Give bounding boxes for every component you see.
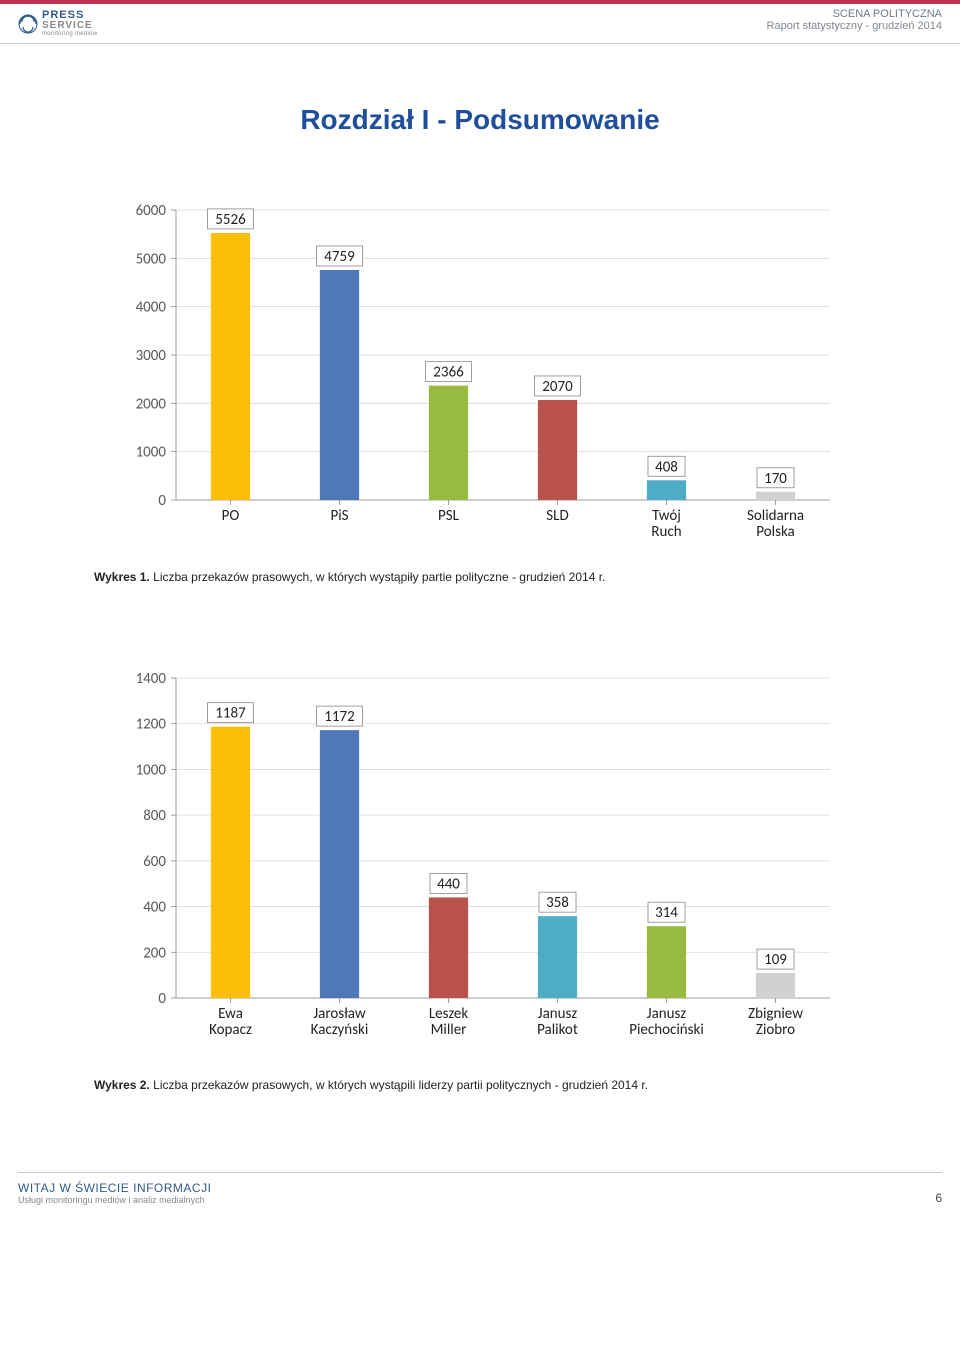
svg-text:PSL: PSL (438, 507, 460, 525)
page-number: 6 (935, 1191, 942, 1205)
svg-text:200: 200 (143, 944, 166, 962)
logo: PRESS SERVICE monitoring mediów (18, 10, 97, 37)
svg-text:408: 408 (655, 458, 678, 476)
svg-text:1000: 1000 (136, 444, 167, 462)
svg-text:600: 600 (143, 853, 166, 871)
caption-2-prefix: Wykres 2. (94, 1078, 150, 1092)
svg-text:1200: 1200 (136, 716, 167, 734)
logo-icon (18, 14, 38, 34)
page-footer: WITAJ W ŚWIECIE INFORMACJI Usługi monito… (18, 1172, 942, 1223)
svg-text:Palikot: Palikot (537, 1021, 578, 1039)
logo-text-2: SERVICE (42, 21, 97, 31)
caption-1-text: Liczba przekazów prasowych, w których wy… (150, 570, 606, 584)
footer-left: WITAJ W ŚWIECIE INFORMACJI Usługi monito… (18, 1181, 211, 1205)
svg-text:PO: PO (222, 507, 240, 525)
chart-1-svg: 0 1000 2000 3000 4000 5000 6000 5526 PO 4759 PiS 23… (120, 186, 840, 546)
page-title: Rozdział I - Podsumowanie (0, 104, 960, 136)
logo-text-3: monitoring mediów (42, 31, 97, 37)
svg-text:0: 0 (158, 990, 166, 1008)
svg-text:4759: 4759 (324, 248, 355, 266)
caption-1: Wykres 1. Liczba przekazów prasowych, w … (94, 570, 960, 584)
chart-1: 0 1000 2000 3000 4000 5000 6000 5526 PO 4759 PiS 23… (120, 186, 840, 546)
svg-text:Ruch: Ruch (651, 523, 681, 541)
svg-text:3000: 3000 (136, 347, 167, 365)
svg-text:2070: 2070 (542, 378, 573, 396)
caption-2: Wykres 2. Liczba przekazów prasowych, w … (94, 1078, 960, 1092)
svg-text:358: 358 (546, 894, 569, 912)
chart-2: 02004006008001000120014001187EwaKopacz11… (120, 654, 840, 1054)
svg-text:Ziobro: Ziobro (756, 1021, 795, 1039)
svg-text:5526: 5526 (215, 211, 246, 229)
svg-text:1000: 1000 (136, 761, 167, 779)
svg-text:1187: 1187 (215, 705, 246, 723)
svg-text:800: 800 (143, 807, 166, 825)
svg-text:Polska: Polska (756, 523, 794, 541)
svg-text:1400: 1400 (136, 670, 167, 688)
svg-text:6000: 6000 (136, 202, 167, 220)
caption-1-prefix: Wykres 1. (94, 570, 150, 584)
svg-text:0: 0 (158, 492, 166, 510)
svg-text:170: 170 (764, 470, 787, 488)
svg-text:314: 314 (655, 904, 678, 922)
svg-text:5000: 5000 (136, 250, 167, 268)
svg-text:PiS: PiS (330, 507, 348, 525)
svg-text:1172: 1172 (324, 708, 354, 726)
svg-text:Miller: Miller (431, 1021, 467, 1039)
svg-text:109: 109 (764, 951, 787, 969)
svg-text:Kopacz: Kopacz (209, 1021, 252, 1039)
page-header: PRESS SERVICE monitoring mediów SCENA PO… (0, 4, 960, 44)
chart-2-svg: 02004006008001000120014001187EwaKopacz11… (120, 654, 840, 1054)
svg-text:SLD: SLD (546, 507, 568, 525)
caption-2-text: Liczba przekazów prasowych, w których wy… (150, 1078, 648, 1092)
header-title: SCENA POLITYCZNA (767, 8, 942, 20)
svg-text:4000: 4000 (136, 299, 167, 317)
footer-line-1: WITAJ W ŚWIECIE INFORMACJI (18, 1181, 211, 1195)
svg-text:Piechociński: Piechociński (629, 1021, 704, 1039)
svg-text:400: 400 (143, 899, 166, 917)
header-right: SCENA POLITYCZNA Raport statystyczny - g… (767, 8, 942, 32)
footer-line-2: Usługi monitoringu mediów i analiz media… (18, 1195, 211, 1205)
header-subtitle: Raport statystyczny - grudzień 2014 (767, 20, 942, 32)
svg-text:2000: 2000 (136, 395, 167, 413)
svg-text:440: 440 (437, 875, 460, 893)
svg-text:Kaczyński: Kaczyński (311, 1021, 369, 1039)
svg-text:2366: 2366 (433, 364, 464, 382)
